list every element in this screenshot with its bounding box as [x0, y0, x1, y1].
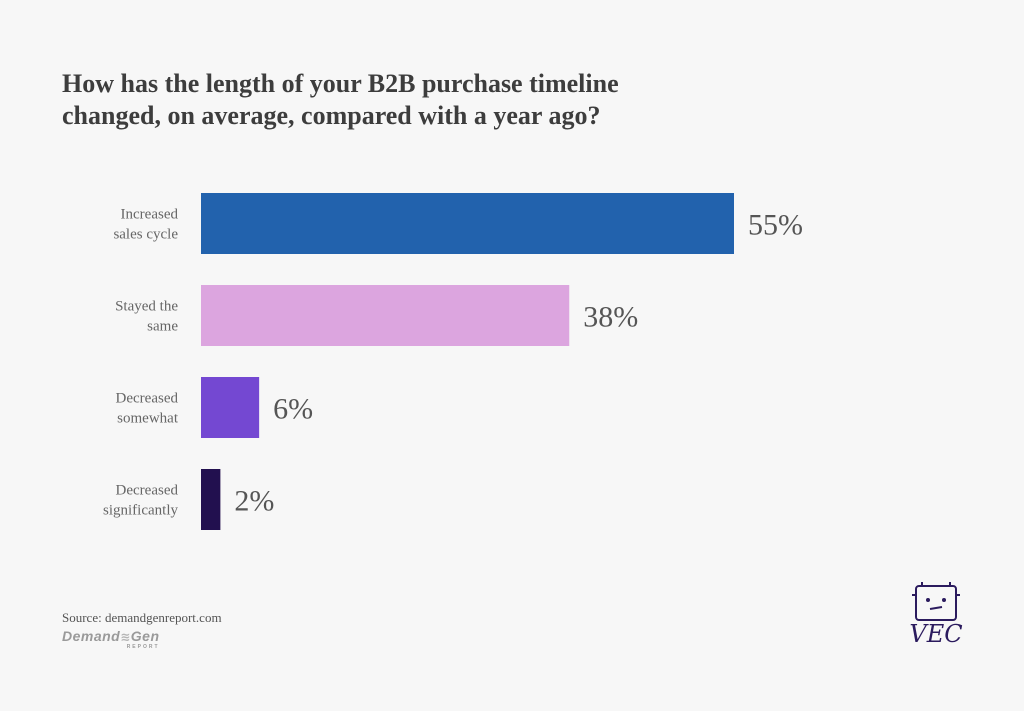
- source-note: Source: demandgenreport.com: [62, 610, 222, 625]
- value-label-0: 55%: [748, 209, 803, 242]
- bar-1: [201, 285, 570, 346]
- category-label-0: Increased sales cycle: [113, 207, 178, 243]
- demandgen-sub: REPORT: [126, 644, 160, 650]
- bar-0: [201, 193, 734, 254]
- category-label-2: Decreased somewhat: [116, 391, 179, 427]
- value-label-2: 6%: [273, 393, 313, 426]
- chart-title: How has the length of your B2B purchase …: [62, 68, 762, 132]
- demandgen-logo: Demand≋Gen REPORT: [62, 628, 160, 650]
- bar-2: [201, 377, 260, 438]
- category-label-1: Stayed the same: [115, 299, 178, 335]
- demandgen-word-1: Demand: [62, 628, 121, 644]
- value-label-3: 2%: [234, 485, 274, 518]
- title-line-1: How has the length of your B2B purchase …: [62, 69, 619, 98]
- bar-3: [201, 469, 221, 530]
- category-label-3: Decreased significantly: [103, 483, 178, 519]
- value-label-1: 38%: [583, 301, 638, 334]
- robot-face-icon: [912, 582, 960, 621]
- swoosh-icon: ≋: [120, 630, 131, 644]
- demandgen-word-2: Gen: [130, 628, 160, 644]
- title-line-2: changed, on average, compared with a yea…: [62, 101, 601, 130]
- vec-logo-text: VEC: [909, 620, 963, 648]
